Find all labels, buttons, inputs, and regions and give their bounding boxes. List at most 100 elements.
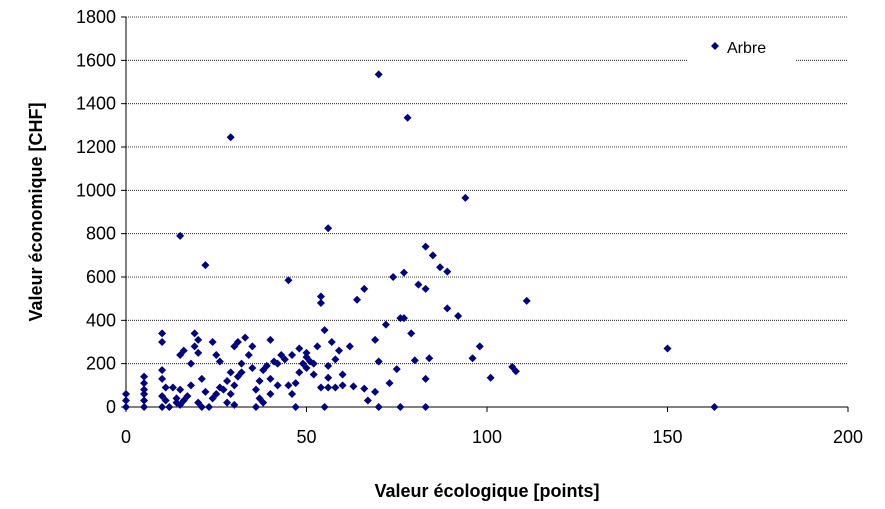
point [443,267,452,276]
point [461,193,470,202]
point [241,333,250,342]
point [320,403,329,411]
point [353,295,362,304]
point [230,400,239,409]
point [248,364,257,372]
point [140,403,149,411]
point [140,379,149,388]
point [436,263,445,272]
point [385,379,394,388]
point [165,403,174,411]
point [226,133,235,142]
point [710,403,719,411]
y-tick-label: 600 [86,267,116,287]
point [266,335,275,344]
point [399,314,408,323]
point [179,346,188,355]
point [338,370,347,379]
point [226,390,235,398]
point [399,268,408,277]
point [172,394,181,403]
y-tick-label: 1000 [76,180,116,200]
point [345,342,354,351]
y-tick-label: 1400 [76,94,116,114]
point [302,364,311,372]
point [248,342,257,351]
point [194,348,203,357]
point [244,351,253,359]
point [389,273,398,281]
point [259,366,268,375]
point [468,354,477,363]
point [349,382,358,391]
y-tick-label: 400 [86,310,116,330]
point [334,346,343,355]
point [122,396,130,405]
point [309,359,318,368]
y-axis-label: Valeur économique [CHF] [26,102,46,321]
point [280,355,289,364]
point [288,390,297,398]
point [161,383,170,392]
point [288,351,297,359]
x-axis-label: Valeur écologique [points] [374,481,599,501]
point [215,357,224,366]
point [316,292,325,301]
point [302,353,311,362]
point [172,398,181,407]
point [331,383,340,392]
x-tick-label: 100 [472,427,502,447]
point [223,398,232,407]
point [186,359,195,368]
point [454,312,463,320]
point [186,381,195,390]
point [215,383,224,392]
point [374,357,383,366]
point [331,355,340,364]
point [316,299,325,307]
point [313,342,322,351]
point [421,374,430,383]
point [511,367,520,376]
point [270,357,279,366]
point [197,403,206,411]
point [140,396,149,405]
point [443,304,452,313]
point [194,335,203,344]
point [223,377,232,385]
point [176,385,185,394]
x-tick-label: 150 [652,427,682,447]
point [291,403,300,411]
point [122,390,130,398]
y-tick-label: 1600 [76,50,116,70]
point [421,403,430,411]
point [324,361,333,370]
point [381,320,390,329]
point [421,284,430,293]
point [208,338,217,346]
point [237,368,246,377]
point [291,379,300,388]
point [158,392,167,401]
point [158,366,167,375]
legend-marker [711,42,719,50]
point [421,242,430,251]
point [158,374,167,383]
point [168,383,177,392]
point [158,338,167,346]
point [226,368,235,377]
point [251,385,260,394]
x-tick-label: 50 [296,427,316,447]
point [475,342,484,351]
point [273,381,282,390]
point [360,384,369,393]
point [251,403,260,411]
point [428,251,437,260]
y-tick-label: 200 [86,354,116,374]
point [230,342,239,351]
point [486,373,495,382]
x-tick-label: 200 [833,427,863,447]
point [371,335,380,344]
point [255,377,264,385]
